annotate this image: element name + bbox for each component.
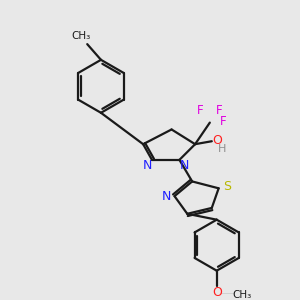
Text: CH₃: CH₃	[72, 31, 91, 41]
Text: F: F	[216, 104, 223, 117]
Text: F: F	[197, 104, 203, 117]
Text: N: N	[142, 159, 152, 172]
Text: N: N	[180, 159, 189, 172]
Text: S: S	[224, 180, 232, 193]
Text: H: H	[218, 144, 226, 154]
Text: F: F	[220, 115, 227, 128]
Text: O: O	[213, 134, 223, 147]
Text: O: O	[212, 286, 222, 299]
Text: N: N	[162, 190, 171, 203]
Text: CH₃: CH₃	[232, 290, 252, 300]
